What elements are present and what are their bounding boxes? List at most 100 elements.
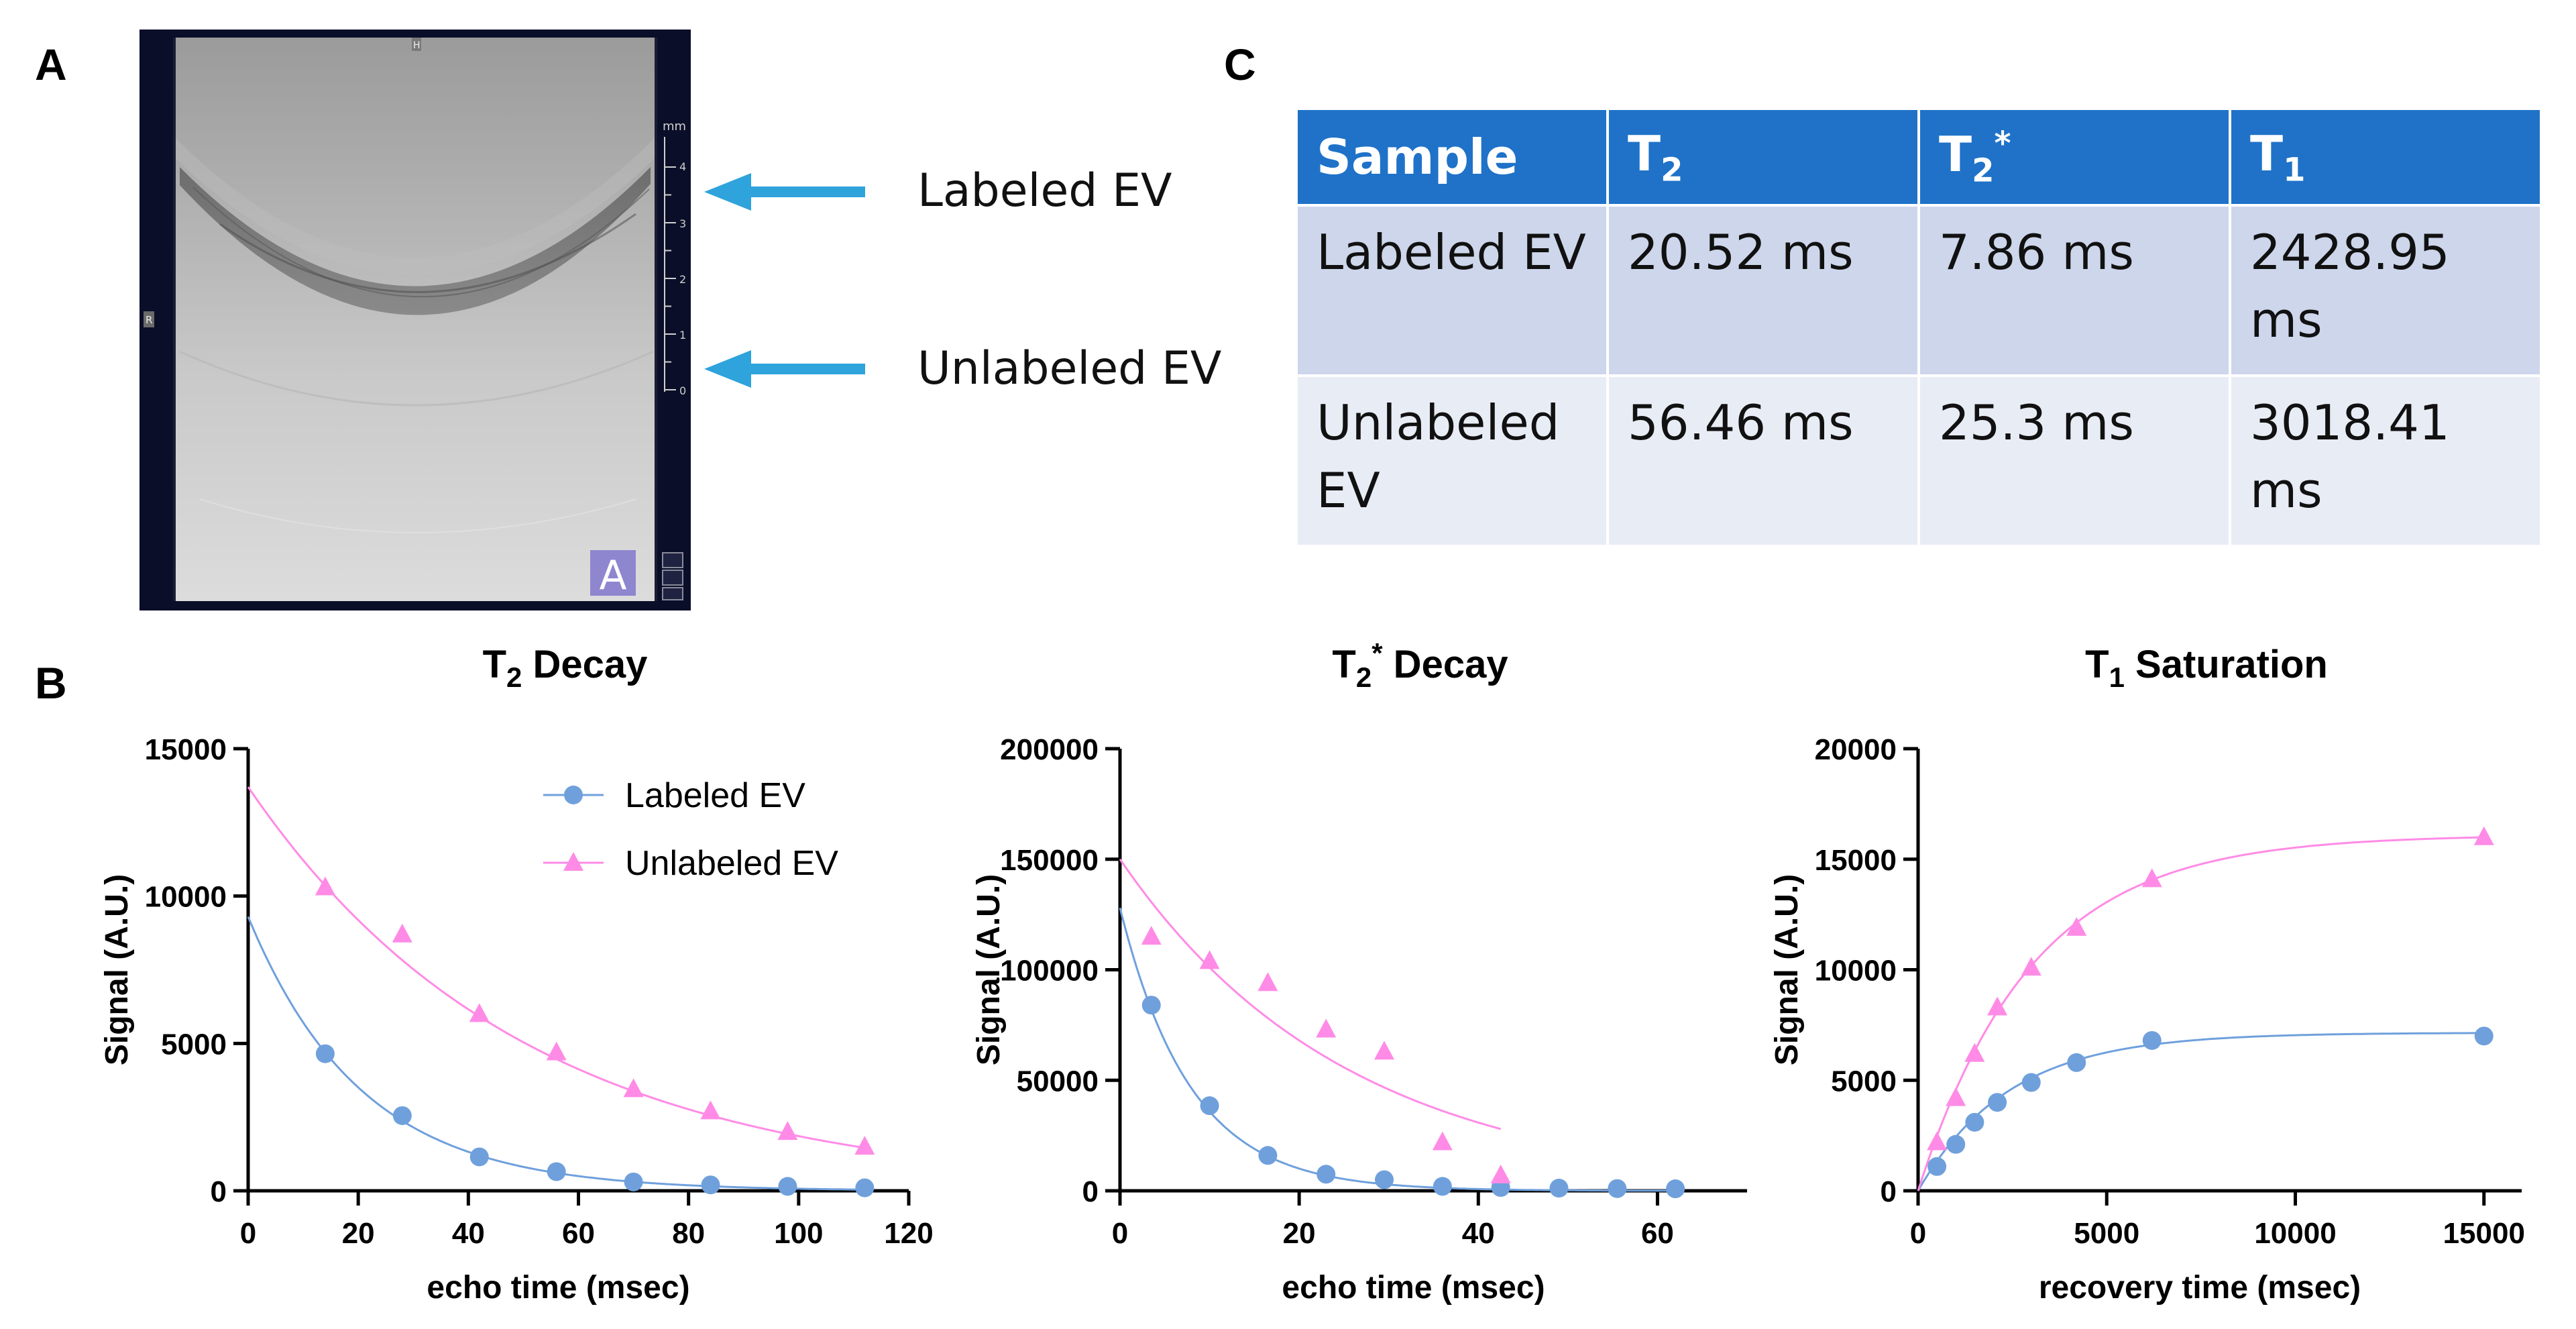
orientation-badge	[590, 550, 636, 596]
data-point	[777, 1121, 798, 1140]
data-point	[547, 1162, 566, 1181]
ruler-tick-label: 0	[679, 384, 686, 397]
arrow-labeled-ev	[704, 173, 865, 211]
data-point	[623, 1078, 644, 1098]
chart-t2star-decay: T2* Decay 0 50000 100000 150000 200000 0 20 40 60…	[971, 637, 1747, 1306]
data-point	[1927, 1157, 1947, 1176]
x-tick-label: 5000	[2074, 1217, 2139, 1250]
table-cell: 7.86 ms	[1917, 204, 2231, 377]
chart-title: T2 Decay	[483, 643, 648, 693]
data-point	[1946, 1134, 1966, 1154]
legend-label: Labeled EV	[625, 776, 805, 815]
data-point	[701, 1175, 720, 1195]
orientation-badge-label: A	[599, 552, 626, 599]
y-axis-label: Signal (A.U.)	[971, 874, 1007, 1065]
x-axis-label: echo time (msec)	[427, 1270, 689, 1306]
data-point	[854, 1136, 875, 1155]
x-tick-label: 100	[774, 1217, 823, 1250]
panel-label-c: C	[1224, 40, 1256, 89]
data-point	[2473, 826, 2494, 845]
y-tick-label: 150000	[1000, 844, 1099, 877]
table-header-cell: T2	[1606, 107, 1920, 207]
fit-curve	[1917, 1032, 2484, 1191]
x-axis-label: recovery time (msec)	[2039, 1270, 2361, 1306]
data-point	[1257, 972, 1278, 992]
x-tick-label: 10000	[2254, 1217, 2336, 1250]
data-point	[1141, 926, 1162, 945]
y-tick-label: 50000	[1017, 1065, 1099, 1098]
data-point	[1432, 1131, 1453, 1151]
data-point	[1988, 1093, 2007, 1112]
x-tick-label: 60	[1641, 1217, 1674, 1250]
x-tick-label: 15000	[2443, 1217, 2525, 1250]
y-tick-label: 0	[1881, 1175, 1897, 1208]
y-tick-label: 0	[1082, 1175, 1099, 1208]
y-tick-label: 10000	[1815, 955, 1897, 988]
data-point	[1965, 1112, 1984, 1132]
data-point	[469, 1147, 489, 1167]
data-point	[1317, 1165, 1336, 1184]
fit-curve	[1119, 907, 1676, 1192]
data-point	[1200, 1096, 1219, 1116]
data-point	[700, 1100, 721, 1120]
table-header-cell: T2*	[1917, 107, 2231, 207]
mri-field	[174, 38, 656, 601]
table-cell: 25.3 ms	[1917, 374, 2231, 547]
data-point	[1375, 1170, 1394, 1189]
table-header-row: Sample T2 T2* T1	[1295, 107, 2542, 207]
x-tick-label: 0	[240, 1217, 256, 1250]
panel-label-b: B	[35, 658, 67, 708]
y-axis-label: Signal (A.U.)	[99, 874, 135, 1065]
data-point	[855, 1178, 875, 1198]
data-point	[2067, 1053, 2086, 1072]
arrow-unlabeled-ev	[704, 350, 865, 388]
table-cell: 20.52 ms	[1606, 204, 1920, 377]
fit-curve	[247, 786, 865, 1149]
y-tick-label: 0	[211, 1175, 227, 1208]
ruler-tick-label: 4	[679, 160, 686, 173]
data-point	[778, 1177, 797, 1196]
data-point	[1374, 1041, 1395, 1060]
data-point	[315, 876, 335, 896]
mm-ruler: mm 4 3 2 1 0	[663, 119, 686, 397]
table-cell: 2428.95 ms	[2229, 204, 2542, 377]
data-point	[1987, 996, 2008, 1016]
data-point	[1141, 996, 1161, 1015]
data-point	[1549, 1179, 1569, 1198]
ruler-unit: mm	[663, 119, 686, 134]
ruler-tick-label: 1	[679, 329, 686, 341]
data-point	[2066, 916, 2087, 936]
table-cell: 3018.41 ms	[2229, 374, 2542, 547]
data-point	[1433, 1177, 1452, 1196]
data-point	[1258, 1146, 1278, 1165]
y-tick-label: 20000	[1815, 733, 1897, 766]
y-tick-label: 5000	[161, 1028, 227, 1061]
data-point	[1927, 1131, 1948, 1151]
data-point	[2142, 1030, 2162, 1050]
table-row: Unlabeled EV 56.46 ms 25.3 ms 3018.41 ms	[1295, 374, 2542, 547]
label-labeled-ev: Labeled EV	[917, 164, 1172, 217]
table-cell: 56.46 ms	[1606, 374, 1920, 547]
data-point	[392, 1106, 412, 1125]
labeled-ev-band	[180, 167, 651, 315]
data-point	[392, 923, 412, 943]
x-axis-label: echo time (msec)	[1282, 1270, 1545, 1306]
table-cell: Unlabeled EV	[1295, 374, 1609, 547]
table-header-cell: Sample	[1295, 107, 1609, 207]
data-point	[624, 1172, 643, 1191]
y-tick-label: 15000	[145, 733, 227, 766]
y-tick-label: 5000	[1831, 1065, 1897, 1098]
table-cell: Labeled EV	[1295, 204, 1609, 377]
fit-curve	[1917, 836, 2484, 1191]
y-tick-label: 200000	[1000, 733, 1099, 766]
data-point	[1316, 1018, 1337, 1038]
ruler-tick-label: 2	[679, 273, 686, 286]
legend-label: Unlabeled EV	[625, 844, 838, 883]
data-point	[2141, 868, 2162, 888]
y-axis-label: Signal (A.U.)	[1769, 874, 1805, 1065]
ruler-tick-label: 3	[679, 217, 686, 230]
data-point	[546, 1041, 567, 1061]
data-point	[1490, 1164, 1511, 1183]
x-tick-label: 60	[562, 1217, 595, 1250]
legend-marker	[564, 786, 583, 804]
